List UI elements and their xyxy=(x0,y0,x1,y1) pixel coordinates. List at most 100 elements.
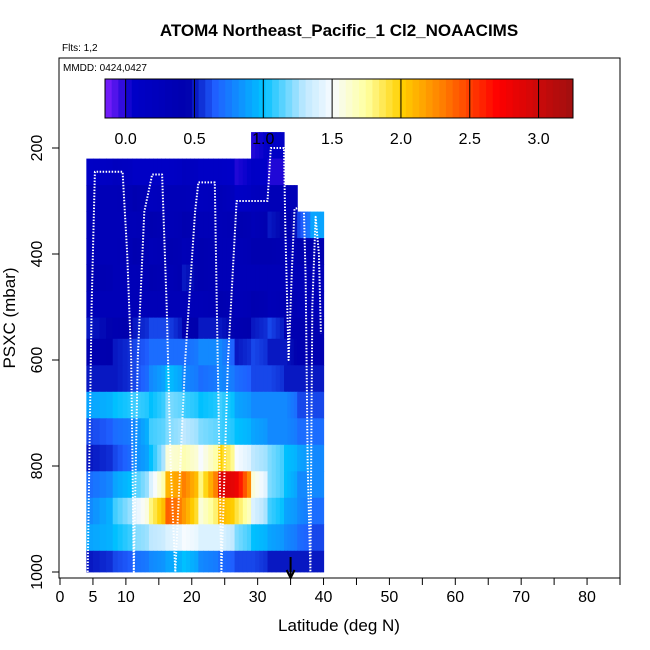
heat-cell xyxy=(267,264,273,292)
heat-cell xyxy=(263,211,269,239)
heat-cell xyxy=(99,471,107,499)
heat-cell xyxy=(86,158,94,186)
heat-cell xyxy=(238,524,244,552)
heat-cell xyxy=(307,418,311,446)
heat-cell xyxy=(169,238,175,265)
heat-cell xyxy=(165,444,171,472)
heat-cell xyxy=(238,550,244,573)
heat-cell xyxy=(177,211,183,239)
heat-cell xyxy=(106,291,114,318)
heat-cell xyxy=(271,317,277,340)
heat-cell xyxy=(86,391,94,419)
heat-cell xyxy=(255,418,260,446)
heat-cell xyxy=(99,317,107,340)
heat-cell xyxy=(251,185,256,212)
heat-cell xyxy=(194,338,199,366)
heat-cell xyxy=(165,185,171,212)
heat-cell xyxy=(190,524,195,552)
heat-cell xyxy=(234,444,240,472)
heat-cell xyxy=(117,338,124,366)
heat-cell xyxy=(263,238,269,265)
heat-cell xyxy=(153,550,158,573)
heat-cell xyxy=(300,264,305,292)
heat-cell xyxy=(218,291,223,318)
y-axis-label: PSXC (mbar) xyxy=(0,267,19,368)
heat-cell xyxy=(313,497,318,525)
heat-cell xyxy=(157,391,162,419)
heat-cell xyxy=(194,524,199,552)
heat-cell xyxy=(194,211,199,239)
heat-cell xyxy=(300,338,305,366)
heat-cell xyxy=(226,338,232,366)
heat-cell xyxy=(246,158,252,186)
heat-cell xyxy=(234,338,240,366)
colorbar-segment xyxy=(479,79,487,118)
heat-cell xyxy=(246,211,252,239)
colorbar-segment xyxy=(526,79,534,118)
heat-cell xyxy=(117,291,124,318)
heat-cell xyxy=(173,291,179,318)
colorbar-segment xyxy=(165,79,173,118)
colorbar-segment xyxy=(385,79,393,118)
heat-cell xyxy=(316,365,321,393)
heat-cell xyxy=(92,444,101,472)
heat-cell xyxy=(222,317,227,340)
heat-cell xyxy=(198,264,204,292)
heat-cell xyxy=(275,132,281,159)
heat-cell xyxy=(112,317,119,340)
heat-cell xyxy=(287,550,292,573)
heat-cell xyxy=(181,391,187,419)
heat-cell xyxy=(99,550,107,573)
heat-cell xyxy=(263,524,269,552)
colorbar-segment xyxy=(445,79,454,118)
heat-cell xyxy=(303,471,308,499)
heat-cell xyxy=(136,391,142,419)
heat-cell xyxy=(140,444,146,472)
heat-cell xyxy=(117,524,124,552)
heat-cell xyxy=(313,365,318,393)
heat-cell xyxy=(127,444,134,472)
heat-cell xyxy=(198,317,204,340)
colorbar-tick-label: 3.0 xyxy=(527,131,549,148)
heat-cell xyxy=(293,238,298,265)
heat-cell xyxy=(267,550,273,573)
heat-cell xyxy=(208,317,214,340)
heat-cell xyxy=(203,471,209,499)
heat-cell xyxy=(275,211,281,239)
heat-cell xyxy=(263,497,269,525)
heat-cell xyxy=(208,418,214,446)
heat-cell xyxy=(127,365,134,393)
heat-cell xyxy=(198,338,204,366)
heat-cell xyxy=(287,444,292,472)
heat-cell xyxy=(313,338,318,366)
heat-cell xyxy=(144,550,150,573)
heat-cell xyxy=(181,524,187,552)
heat-cell xyxy=(208,238,214,265)
heat-cell xyxy=(198,471,204,499)
heat-cell xyxy=(284,185,288,212)
heat-cell xyxy=(153,391,158,419)
heat-cell xyxy=(198,550,204,573)
colorbar-segment xyxy=(532,79,541,118)
heat-cell xyxy=(230,317,236,340)
heat-cell xyxy=(203,444,209,472)
heat-cell xyxy=(290,211,295,239)
heat-cell xyxy=(132,238,138,265)
heat-cell xyxy=(148,550,154,573)
heat-cell xyxy=(92,238,101,265)
heat-cell xyxy=(190,185,195,212)
heat-cell xyxy=(255,238,260,265)
heat-cell xyxy=(198,497,204,525)
heat-cell xyxy=(194,444,199,472)
heat-cell xyxy=(213,497,219,525)
heat-cell xyxy=(106,391,114,419)
colorbar-tick-label: 1.5 xyxy=(321,131,343,148)
heat-cell xyxy=(267,185,273,212)
heat-cell xyxy=(186,418,191,446)
heat-cell xyxy=(190,238,195,265)
heat-cell xyxy=(251,211,256,239)
heat-cell xyxy=(198,524,204,552)
heat-cell xyxy=(307,471,311,499)
heat-cell xyxy=(132,550,138,573)
heat-cell xyxy=(218,158,223,186)
